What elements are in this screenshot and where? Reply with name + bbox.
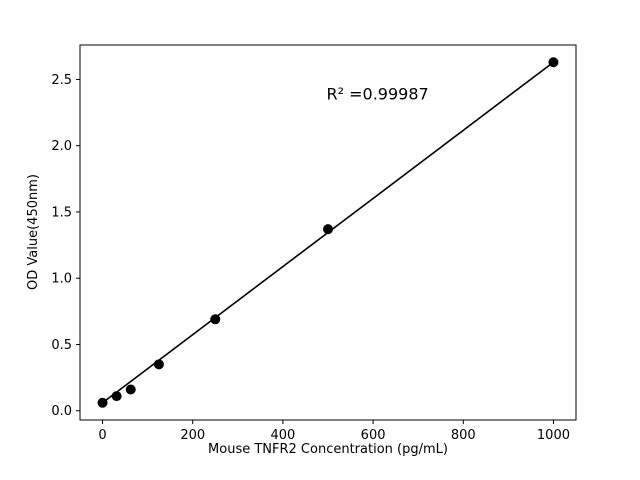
data-point — [111, 391, 122, 402]
data-point — [323, 224, 333, 235]
y-tick-label: 1.0 — [51, 272, 72, 287]
x-tick-label: 0 — [98, 428, 106, 443]
r-squared-annotation: R² =0.99987 — [327, 84, 429, 103]
y-tick-label: 0.0 — [51, 404, 72, 419]
data-point — [125, 384, 136, 395]
data-point — [548, 57, 559, 68]
x-tick-label: 800 — [451, 428, 476, 443]
y-tick-label: 1.5 — [51, 205, 72, 220]
data-point — [97, 397, 108, 408]
x-tick-label: 1000 — [537, 428, 570, 443]
axis-ticks: 0 200 400 600 800 1000 0.0 0.5 1.0 1.5 2.0 2.5 — [51, 73, 570, 443]
y-tick-label: 0.5 — [51, 338, 72, 353]
y-tick-label: 2.5 — [51, 73, 72, 88]
axes-border — [79, 44, 577, 421]
y-tick-label: 2.0 — [51, 139, 72, 154]
y-axis-label: OD Value(450nm) — [26, 174, 41, 290]
x-tick-label: 600 — [361, 428, 386, 443]
data-series — [97, 57, 559, 408]
plot-area — [79, 44, 577, 421]
x-axis-label: Mouse TNFR2 Concentration (pg/mL) — [208, 442, 448, 457]
data-point — [210, 314, 221, 325]
data-point — [153, 359, 164, 370]
x-tick-label: 200 — [180, 428, 205, 443]
x-tick-label: 400 — [270, 428, 295, 443]
